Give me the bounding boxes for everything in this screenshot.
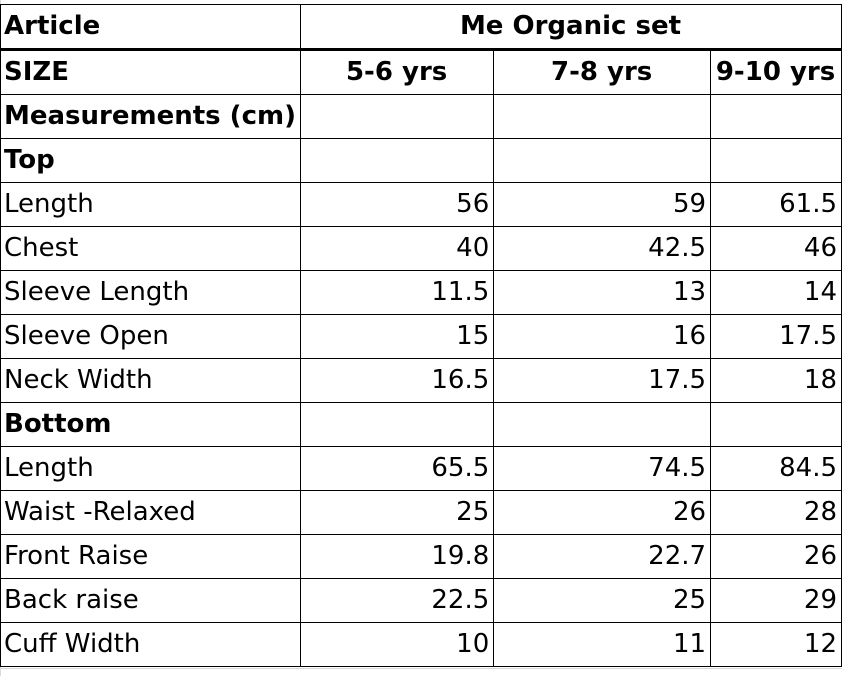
measurement-value-cell[interactable]: 19.8: [299, 534, 495, 579]
section-header-row: Top: [0, 138, 842, 183]
size-header-cell[interactable]: 9-10 yrs: [710, 49, 842, 95]
empty-cell[interactable]: [710, 138, 842, 183]
measurement-row: Sleeve Open 15 16 17.5: [0, 314, 842, 359]
size-chart-table: Article Me Organic set SIZE 5-6 yrs 7-8 …: [0, 4, 842, 667]
size-row: SIZE 5-6 yrs 7-8 yrs 9-10 yrs: [0, 49, 842, 95]
section-header-row: Bottom: [0, 402, 842, 447]
measurement-value-cell[interactable]: 74.5: [493, 446, 712, 491]
measurement-value-cell[interactable]: 17.5: [493, 358, 712, 403]
measurement-label-cell[interactable]: Sleeve Length: [0, 270, 301, 315]
measurement-value-cell[interactable]: 18: [710, 358, 842, 403]
measurement-value-cell[interactable]: 59: [493, 182, 712, 227]
measurement-row: Length 65.5 74.5 84.5: [0, 446, 842, 491]
measurement-value-cell[interactable]: 11: [493, 622, 712, 667]
measurement-value-cell[interactable]: 14: [710, 270, 842, 315]
measurement-value-cell[interactable]: 25: [299, 490, 495, 535]
size-label-cell[interactable]: SIZE: [0, 49, 301, 95]
measurement-value-cell[interactable]: 22.5: [299, 578, 495, 623]
measurement-label-cell[interactable]: Neck Width: [0, 358, 301, 403]
measurement-value-cell[interactable]: 42.5: [493, 226, 712, 271]
measurement-value-cell[interactable]: 65.5: [299, 446, 495, 491]
article-value-cell[interactable]: Me Organic set: [299, 4, 842, 51]
size-header-cell[interactable]: 5-6 yrs: [299, 49, 495, 95]
measurement-value-cell[interactable]: 16.5: [299, 358, 495, 403]
measurement-value-cell[interactable]: 17.5: [710, 314, 842, 359]
size-header-cell[interactable]: 7-8 yrs: [493, 49, 712, 95]
measurement-value-cell[interactable]: 26: [493, 490, 712, 535]
measurement-value-cell[interactable]: 46: [710, 226, 842, 271]
empty-cell[interactable]: [710, 402, 842, 447]
measurement-row: Neck Width 16.5 17.5 18: [0, 358, 842, 403]
measurement-value-cell[interactable]: 25: [493, 578, 712, 623]
measurement-row: Length 56 59 61.5: [0, 182, 842, 227]
empty-cell[interactable]: [710, 94, 842, 139]
section-title-cell[interactable]: Top: [0, 138, 301, 183]
measurement-value-cell[interactable]: 28: [710, 490, 842, 535]
measurements-row: Measurements (cm): [0, 94, 842, 139]
empty-cell[interactable]: [493, 402, 712, 447]
measurement-value-cell[interactable]: 56: [299, 182, 495, 227]
measurement-value-cell[interactable]: 61.5: [710, 182, 842, 227]
measurement-label-cell[interactable]: Back raise: [0, 578, 301, 623]
measurement-row: Waist -Relaxed 25 26 28: [0, 490, 842, 535]
measurement-label-cell[interactable]: Cuff Width: [0, 622, 301, 667]
article-row: Article Me Organic set: [0, 4, 842, 51]
measurement-value-cell[interactable]: 22.7: [493, 534, 712, 579]
measurement-value-cell[interactable]: 15: [299, 314, 495, 359]
measurement-value-cell[interactable]: 40: [299, 226, 495, 271]
measurement-row: Sleeve Length 11.5 13 14: [0, 270, 842, 315]
empty-cell[interactable]: [493, 138, 712, 183]
measurement-value-cell[interactable]: 26: [710, 534, 842, 579]
measurement-row: Chest 40 42.5 46: [0, 226, 842, 271]
measurement-value-cell[interactable]: 13: [493, 270, 712, 315]
measurement-row: Front Raise 19.8 22.7 26: [0, 534, 842, 579]
measurement-label-cell[interactable]: Length: [0, 182, 301, 227]
measurement-label-cell[interactable]: Length: [0, 446, 301, 491]
measurement-value-cell[interactable]: 84.5: [710, 446, 842, 491]
measurement-label-cell[interactable]: Waist -Relaxed: [0, 490, 301, 535]
article-label-cell[interactable]: Article: [0, 4, 301, 51]
measurement-row: Cuff Width 10 11 12: [0, 622, 842, 667]
measurement-row: Back raise 22.5 25 29: [0, 578, 842, 623]
section-title-cell[interactable]: Bottom: [0, 402, 301, 447]
measurements-label-cell[interactable]: Measurements (cm): [0, 94, 301, 139]
measurement-value-cell[interactable]: 10: [299, 622, 495, 667]
measurement-label-cell[interactable]: Chest: [0, 226, 301, 271]
measurement-value-cell[interactable]: 11.5: [299, 270, 495, 315]
measurement-label-cell[interactable]: Front Raise: [0, 534, 301, 579]
empty-cell[interactable]: [299, 138, 495, 183]
empty-cell[interactable]: [299, 402, 495, 447]
measurement-label-cell[interactable]: Sleeve Open: [0, 314, 301, 359]
measurement-value-cell[interactable]: 16: [493, 314, 712, 359]
measurement-value-cell[interactable]: 12: [710, 622, 842, 667]
empty-cell[interactable]: [299, 94, 495, 139]
measurement-value-cell[interactable]: 29: [710, 578, 842, 623]
empty-cell[interactable]: [493, 94, 712, 139]
